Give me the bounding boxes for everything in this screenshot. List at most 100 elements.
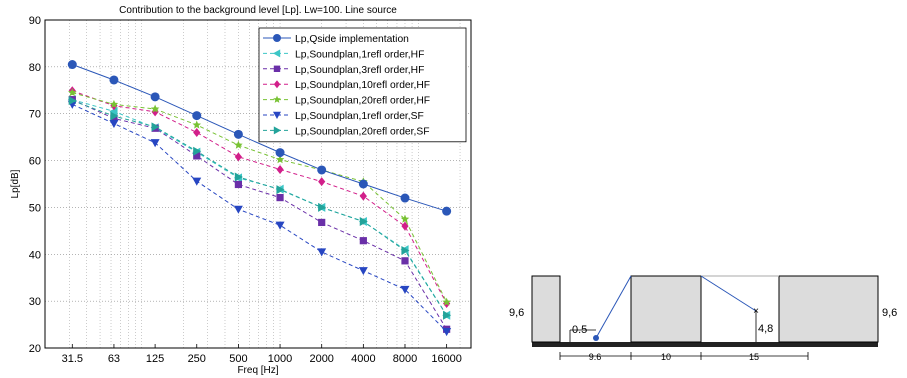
data-point-marker: [273, 49, 281, 58]
data-point-marker: [192, 177, 202, 186]
data-point-marker: [359, 191, 367, 201]
data-point-marker: [193, 152, 201, 160]
data-point-marker: [109, 99, 119, 108]
dimension-label-3: 15: [749, 352, 759, 362]
data-point-marker: [318, 177, 326, 187]
data-point-marker: [109, 75, 119, 85]
x-tick-label: 4000: [351, 353, 375, 365]
legend-entry: Lp,Soundplan,20refl order,HF: [263, 95, 430, 107]
data-point-marker: [401, 257, 409, 265]
data-point-marker: [276, 164, 284, 174]
series-line: [72, 64, 447, 212]
data-point-marker: [67, 60, 77, 70]
legend-entry: Lp,Qside implementation: [263, 34, 409, 45]
legend-label: Lp,Soundplan,1refl order,SF: [295, 111, 424, 122]
data-point-marker: [234, 180, 243, 189]
y-tick-label: 90: [29, 15, 41, 27]
data-point-marker: [359, 237, 367, 245]
series-line: [72, 100, 448, 316]
series-6: [67, 100, 452, 337]
x-tick-label: 8000: [393, 353, 417, 365]
data-point-marker: [233, 129, 243, 139]
legend-entry: Lp,Soundplan,1refl order,SF: [263, 111, 424, 122]
data-point-marker: [359, 216, 368, 226]
ray-up: [595, 275, 632, 339]
y-tick-label: 50: [29, 202, 41, 214]
chart-title: Contribution to the background level [Lp…: [119, 5, 397, 16]
source-height-label: 0.5: [572, 324, 587, 336]
data-point-marker: [318, 202, 327, 212]
data-point-marker: [150, 92, 160, 102]
series-lines: [67, 60, 452, 337]
data-point-marker: [151, 122, 160, 132]
data-point-marker: [400, 214, 410, 223]
data-point-marker: [150, 139, 160, 148]
legend-label: Lp,Soundplan,20refl order,SF: [295, 126, 430, 137]
data-point-marker: [317, 165, 327, 175]
data-point-marker: [275, 221, 285, 230]
legend-entry: Lp,Soundplan,10refl order,HF: [263, 80, 430, 91]
ray-down: [700, 275, 757, 312]
legend-entry: Lp,Soundplan,3refl order,HF: [263, 65, 424, 76]
data-point-marker: [273, 80, 281, 89]
data-point-marker: [401, 246, 410, 256]
series-7: [68, 96, 452, 320]
data-point-marker: [443, 310, 452, 320]
x-tick-label: 500: [229, 353, 247, 365]
data-point-marker: [109, 119, 119, 129]
y-tick-label: 60: [29, 156, 41, 168]
legend-entry: Lp,Soundplan,20refl order,SF: [263, 126, 430, 137]
receiver-height-label: 4,8: [758, 323, 773, 335]
legend-entry: Lp,Soundplan,1refl order,HF: [263, 49, 424, 60]
y-tick-label: 40: [29, 249, 41, 261]
data-point-marker: [68, 96, 77, 106]
x-tick-label: 1000: [268, 353, 292, 365]
data-point-marker: [358, 179, 368, 189]
legend-box: [258, 27, 467, 143]
data-point-marker: [109, 106, 118, 116]
data-point-marker: [400, 285, 410, 294]
height-left-label: 9,6: [509, 307, 524, 319]
x-tick-label: 250: [188, 353, 206, 365]
data-point-marker: [233, 205, 243, 214]
building-right: [778, 275, 879, 343]
dimension-label-1: 9.6: [589, 352, 602, 362]
data-point-marker: [442, 206, 452, 216]
x-tick-label: 63: [108, 353, 120, 365]
data-point-marker: [275, 148, 285, 158]
data-point-marker: [317, 248, 327, 257]
data-point-marker: [234, 172, 243, 182]
data-point-marker: [234, 140, 243, 149]
x-axis-label: Freq [Hz]: [237, 365, 278, 376]
legend-label: Lp,Soundplan,10refl order,HF: [295, 80, 430, 91]
y-axis-label: Lp[dB]: [10, 169, 21, 198]
building-left: [531, 275, 561, 343]
data-point-marker: [192, 111, 202, 121]
series-line: [72, 99, 448, 330]
y-tick-label: 70: [29, 109, 41, 121]
data-point-marker: [442, 328, 452, 337]
series-line: [72, 92, 448, 303]
data-point-marker: [273, 111, 281, 119]
data-point-marker: [68, 88, 77, 97]
axes: [44, 19, 472, 349]
data-point-marker: [400, 193, 410, 203]
data-point-marker: [193, 127, 201, 137]
tick-labels: 20 30 40 50 60 70 80 90 31.5 63 125 250 500 1000 2000 4…: [29, 15, 462, 365]
dimension-label-2: 10: [661, 352, 671, 362]
data-point-marker: [276, 193, 284, 202]
legend-label: Lp,Qside implementation: [295, 34, 409, 45]
height-right-label: 9,6: [882, 307, 897, 319]
legend: Lp,Qside implementation Lp,Soundplan,1ref…: [258, 27, 467, 143]
y-tick-label: 30: [29, 296, 41, 308]
series-1: [67, 60, 452, 216]
data-point-marker: [150, 104, 160, 113]
legend-label: Lp,Soundplan,20refl order,HF: [295, 96, 430, 107]
data-point-marker: [358, 267, 368, 276]
data-point-marker: [273, 126, 281, 135]
data-point-marker: [401, 221, 409, 231]
data-point-marker: [275, 155, 285, 164]
source-point: [593, 335, 599, 341]
